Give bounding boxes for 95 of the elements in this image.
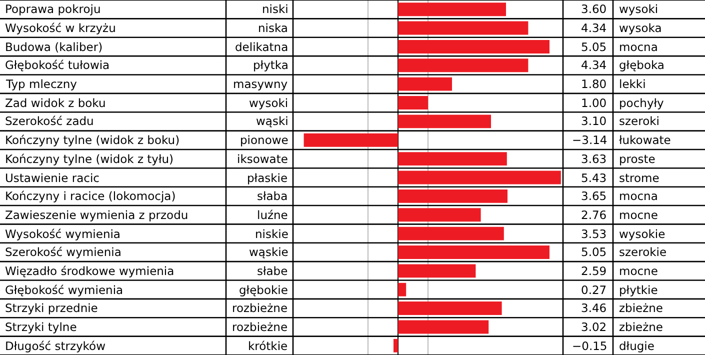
y-tick-label: Zawieszenie wymienia z przodu — [5, 208, 188, 222]
y-tick-label: Kończyny tylne (widok z tyłu) — [5, 152, 174, 166]
y-tick-label: Wysokość w krzyżu — [5, 21, 116, 35]
text: mocna — [619, 40, 658, 54]
text: pochyły — [619, 96, 664, 110]
text: mocne — [619, 264, 658, 278]
text: długie — [619, 339, 654, 353]
bar — [398, 302, 502, 316]
text: niski — [262, 2, 288, 16]
text: mocna — [619, 189, 658, 203]
bar — [398, 2, 506, 16]
text: niskie — [255, 227, 288, 241]
y-tick-label: Wysokość wymienia — [5, 227, 120, 241]
data-label: 3.10 — [581, 114, 607, 128]
y-tick-label: Długość strzyków — [5, 339, 106, 353]
bar — [398, 208, 481, 222]
text: pionowe — [240, 133, 288, 147]
y-tick-label: Głębokość wymienia — [5, 283, 124, 297]
data-label: 5.43 — [581, 171, 607, 185]
bar — [398, 96, 428, 110]
data-label: 5.05 — [581, 245, 607, 259]
data-label: 1.80 — [581, 77, 607, 91]
y-tick-label: Budowa (kaliber) — [5, 40, 103, 54]
text: mocne — [619, 208, 658, 222]
bar — [398, 246, 550, 259]
data-label: 3.46 — [581, 301, 607, 315]
bar — [394, 338, 398, 352]
bar — [398, 58, 528, 72]
bar — [398, 77, 452, 91]
text: wysoki — [619, 2, 658, 16]
data-label: 3.53 — [581, 227, 607, 241]
y-tick-label: Poprawa pokroju — [5, 2, 101, 16]
y-tick-label: Strzyki tylne — [5, 320, 77, 334]
text: iksowate — [237, 152, 288, 166]
text: luźne — [257, 208, 288, 222]
text: szerokie — [619, 245, 667, 259]
data-label: −0.15 — [572, 339, 608, 353]
y-tick-label: Szerokość wymienia — [5, 245, 122, 259]
text: wąski — [256, 114, 288, 128]
y-tick-label: Więzadło środkowe wymienia — [5, 264, 174, 278]
data-label: 5.05 — [581, 40, 607, 54]
y-tick-label: Typ mleczny — [5, 77, 78, 91]
data-label: −3.14 — [572, 133, 608, 147]
text: wysoki — [249, 96, 288, 110]
data-label: 4.34 — [581, 21, 607, 35]
text: krótkie — [248, 339, 288, 353]
data-label: 3.63 — [581, 152, 607, 166]
text: delikatna — [235, 40, 288, 54]
data-label: 3.02 — [581, 320, 607, 334]
bar — [304, 133, 398, 147]
data-label: 0.27 — [581, 283, 607, 297]
y-tick-label: Ustawienie racic — [5, 171, 100, 185]
text: głęboka — [619, 58, 664, 72]
text: rozbieżne — [232, 301, 288, 315]
data-label: 4.34 — [581, 58, 607, 72]
data-label: 1.00 — [581, 96, 607, 110]
text: zbieżne — [619, 301, 664, 315]
y-tick-label: Strzyki przednie — [5, 301, 98, 315]
bar — [398, 320, 489, 334]
y-tick-label: Głębokość tułowia — [5, 58, 110, 72]
data-label: 3.65 — [581, 189, 607, 203]
text: płytkie — [619, 283, 658, 297]
text: płaskie — [247, 171, 288, 185]
y-tick-label: Zad widok z boku — [5, 96, 106, 110]
bar — [398, 114, 491, 128]
bar — [398, 282, 406, 296]
bar — [398, 40, 550, 54]
bar — [398, 264, 476, 278]
text: strome — [619, 171, 660, 185]
text: głębokie — [239, 283, 288, 297]
text: słaba — [257, 189, 288, 203]
text: wysoka — [619, 21, 662, 35]
bar — [398, 152, 507, 166]
data-label: 3.60 — [581, 2, 607, 16]
text: płytka — [253, 58, 288, 72]
text: rozbieżne — [232, 320, 288, 334]
text: lekki — [619, 77, 646, 91]
text: niska — [258, 21, 288, 35]
text: słabe — [257, 264, 288, 278]
y-tick-label: Kończyny tylne (widok z boku) — [5, 133, 180, 147]
data-label: 2.76 — [581, 208, 607, 222]
text: wąskie — [249, 245, 288, 259]
bar — [398, 170, 561, 184]
data-label: 2.59 — [581, 264, 607, 278]
text: proste — [619, 152, 656, 166]
text: zbieżne — [619, 320, 664, 334]
text: masywny — [233, 77, 288, 91]
bar — [398, 189, 508, 203]
y-tick-label: Kończyny i racice (lokomocja) — [5, 189, 176, 203]
bar — [398, 21, 528, 35]
y-tick-label: Szerokość zadu — [5, 114, 94, 128]
text: wysokie — [619, 227, 666, 241]
text: łukowate — [619, 133, 671, 147]
bar — [398, 226, 504, 240]
text: szeroki — [619, 114, 660, 128]
